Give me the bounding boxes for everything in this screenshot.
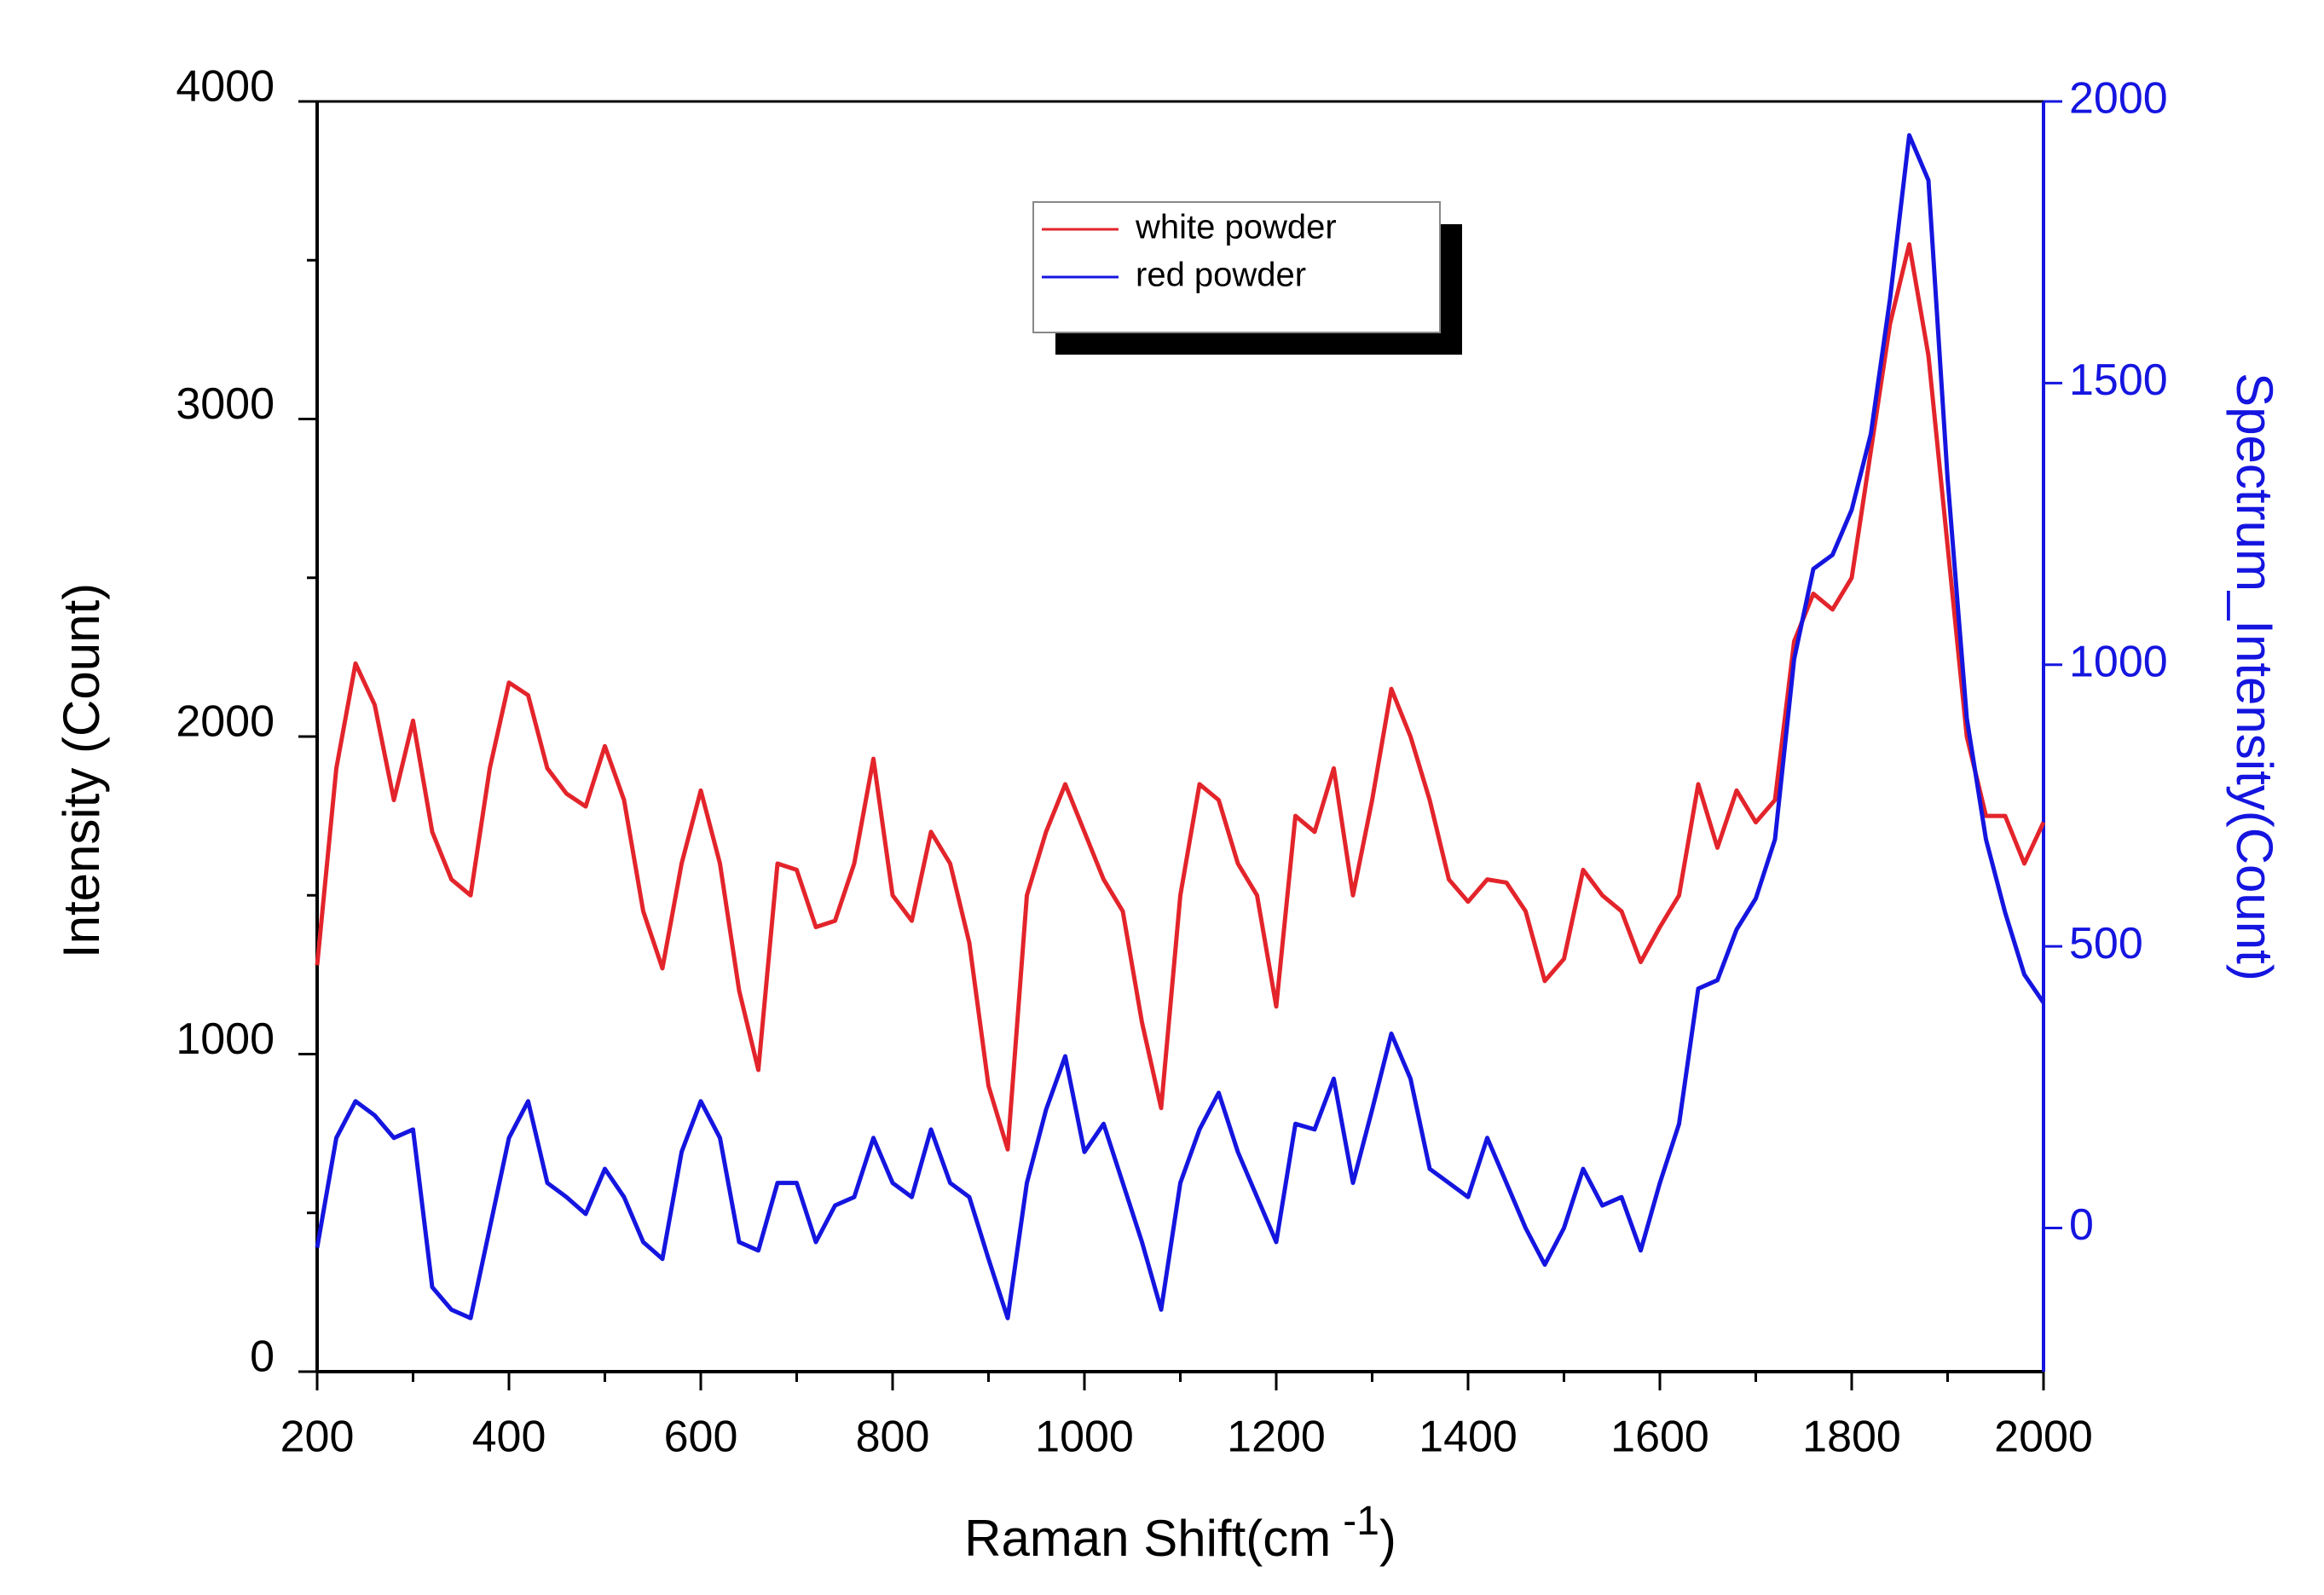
x-tick-label: 1200 xyxy=(1227,1413,1326,1462)
y-axis-label: Intensity (Count) xyxy=(53,583,110,958)
x-tick-label: 200 xyxy=(280,1413,355,1462)
y2-axis-label: Spectrum_Intensity(Count) xyxy=(2226,373,2283,981)
series-line xyxy=(315,242,2046,1152)
x-tick-label: 400 xyxy=(472,1413,546,1462)
series-line xyxy=(315,133,2046,1320)
y2-tick-label: 1000 xyxy=(2069,637,2168,686)
x-tick-label: 1400 xyxy=(1419,1413,1518,1462)
y2-tick-label: 2000 xyxy=(2069,74,2168,124)
legend-label: red powder xyxy=(1136,257,1306,294)
legend-box xyxy=(1032,201,1441,333)
y2-tick-label: 1500 xyxy=(2069,355,2168,405)
y-tick-label: 4000 xyxy=(176,62,275,112)
y-tick-label: 1000 xyxy=(176,1014,275,1064)
x-axis-label-text: Raman Shift(cm xyxy=(964,1510,1331,1567)
x-axis-label: Raman Shift(cm -1) xyxy=(964,1499,1396,1567)
y2-tick-label: 500 xyxy=(2069,919,2143,968)
y-tick-label: 2000 xyxy=(176,697,275,747)
x-tick-label: 2000 xyxy=(1994,1413,2093,1462)
legend: white powder red powder xyxy=(1032,201,1462,355)
x-axis-label-suffix: ) xyxy=(1379,1510,1396,1567)
x-tick-label: 1000 xyxy=(1035,1413,1134,1462)
x-tick-label: 600 xyxy=(664,1413,738,1462)
y2-tick-label: 0 xyxy=(2069,1200,2094,1250)
x-tick-label: 1600 xyxy=(1610,1413,1709,1462)
y-tick-label: 0 xyxy=(250,1332,275,1382)
x-axis-label-superscript: -1 xyxy=(1343,1499,1379,1544)
x-tick-label: 800 xyxy=(856,1413,930,1462)
legend-label: white powder xyxy=(1135,209,1337,246)
x-tick-label: 1800 xyxy=(1802,1413,1901,1462)
y-tick-label: 3000 xyxy=(176,379,275,429)
